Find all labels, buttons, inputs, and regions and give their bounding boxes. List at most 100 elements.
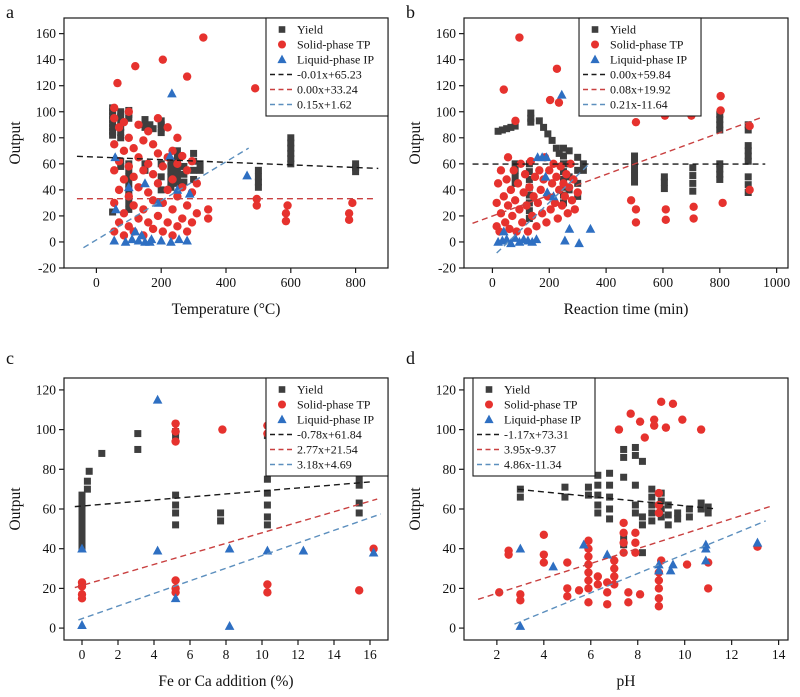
solid-tp-point [654, 500, 664, 510]
x-tick-label: 4 [540, 647, 547, 662]
x-tick-label: 2 [115, 647, 122, 662]
solid-tp-point [344, 215, 354, 225]
solid-tp-point [545, 166, 554, 175]
solid-tp-point [508, 211, 517, 221]
solid-tp-point [114, 185, 124, 195]
yield-point [574, 179, 582, 187]
yield-point [125, 173, 133, 181]
y-tick-label: 100 [36, 422, 57, 437]
yield-point [117, 108, 125, 116]
legend-label: Yield [610, 23, 636, 37]
yield-point [744, 147, 752, 155]
legend-label: Liquid-phase IP [297, 53, 374, 67]
solid-tp-point [626, 196, 636, 205]
solid-tp-point [619, 538, 628, 547]
yield-point [559, 152, 567, 160]
y-tick-label: 160 [36, 26, 57, 41]
solid-tp-point [661, 423, 671, 432]
solid-tp-point [493, 179, 503, 188]
legend-label: Solid-phase TP [504, 398, 578, 412]
yield-point [355, 481, 363, 489]
yield-point [109, 123, 117, 131]
solid-tp-point [537, 209, 547, 218]
liquid-ip-point [165, 150, 175, 160]
legend-label: Solid-phase TP [297, 398, 371, 412]
solid-tp-point [252, 201, 261, 210]
yield-point [263, 521, 271, 529]
yield-point [716, 160, 724, 168]
yield-point [498, 126, 506, 134]
yield-point [254, 183, 262, 191]
yield-point [631, 178, 639, 186]
yield-point [594, 501, 602, 509]
solid-tp-point [263, 580, 272, 589]
yield-point [555, 149, 563, 157]
solid-tp-point [199, 33, 208, 42]
series-solid-phase-tp [492, 33, 754, 236]
yield-point [584, 491, 592, 499]
yield-point [516, 493, 524, 501]
y-tick-label: 20 [443, 208, 457, 223]
solid-tp-point [110, 103, 119, 113]
solid-tp-point [278, 40, 286, 49]
yield-point [190, 149, 198, 157]
y-axis-title: Output [407, 121, 424, 165]
liquid-ip-point [140, 178, 150, 188]
yield-point [263, 513, 271, 521]
solid-tp-point [203, 214, 213, 223]
x-tick-label: 6 [187, 647, 194, 662]
solid-tp-point [501, 218, 510, 227]
solid-tp-point [148, 140, 158, 149]
x-tick-label: 600 [653, 275, 674, 290]
solid-tp-point [131, 61, 140, 71]
solid-tp-point [173, 159, 182, 169]
panel-a-chart: 0 200 400 600 800 -20 0 20 40 60 80 100 120 140 160 Tem… [7, 17, 389, 318]
solid-tp-point [557, 201, 567, 210]
solid-tp-point [511, 116, 520, 126]
yield-point [180, 178, 188, 186]
yield-point [631, 501, 639, 509]
solid-tp-point [499, 85, 508, 94]
series-liquid-phase-ip [109, 88, 252, 246]
y-tick-label: 120 [36, 382, 57, 397]
yield-point [157, 129, 165, 137]
legend-label: -1.17x+73.31 [504, 428, 569, 442]
yield-point [620, 453, 628, 461]
y-tick-label: 100 [436, 104, 457, 119]
legend-label: Solid-phase TP [610, 38, 684, 52]
solid-tp-point [278, 400, 286, 409]
yield-point [134, 445, 142, 453]
solid-tp-point [110, 140, 119, 149]
legend-label: 0.21x-11.64 [610, 98, 668, 112]
series-solid-phase-tp [110, 33, 357, 240]
solid-tp-point [171, 419, 180, 428]
yield-point [561, 493, 569, 501]
yield-point [638, 521, 646, 529]
y-tick-label: 0 [49, 234, 56, 249]
solid-tp-point [547, 179, 557, 188]
solid-tp-point [654, 488, 664, 498]
solid-tp-point [504, 550, 513, 559]
yield-point [704, 503, 712, 511]
solid-tp-point [124, 107, 133, 116]
x-tick-label: 4 [151, 647, 158, 662]
yield-point [744, 152, 752, 160]
liquid-ip-point [156, 235, 166, 245]
solid-tp-point [505, 224, 514, 234]
yield-point [134, 430, 142, 438]
solid-tp-point [144, 218, 153, 227]
yield-point [591, 26, 599, 33]
solid-tp-point [218, 425, 227, 434]
solid-tp-point [173, 133, 182, 142]
yield-point [631, 509, 639, 517]
yield-point [98, 449, 106, 457]
solid-tp-point [552, 172, 561, 182]
yield-point [685, 505, 693, 513]
yield-point [78, 491, 86, 499]
y-tick-label: 60 [43, 156, 57, 171]
yield-point [78, 515, 86, 523]
yield-point [78, 507, 86, 515]
solid-tp-point [526, 157, 535, 166]
solid-tp-point [168, 175, 177, 184]
